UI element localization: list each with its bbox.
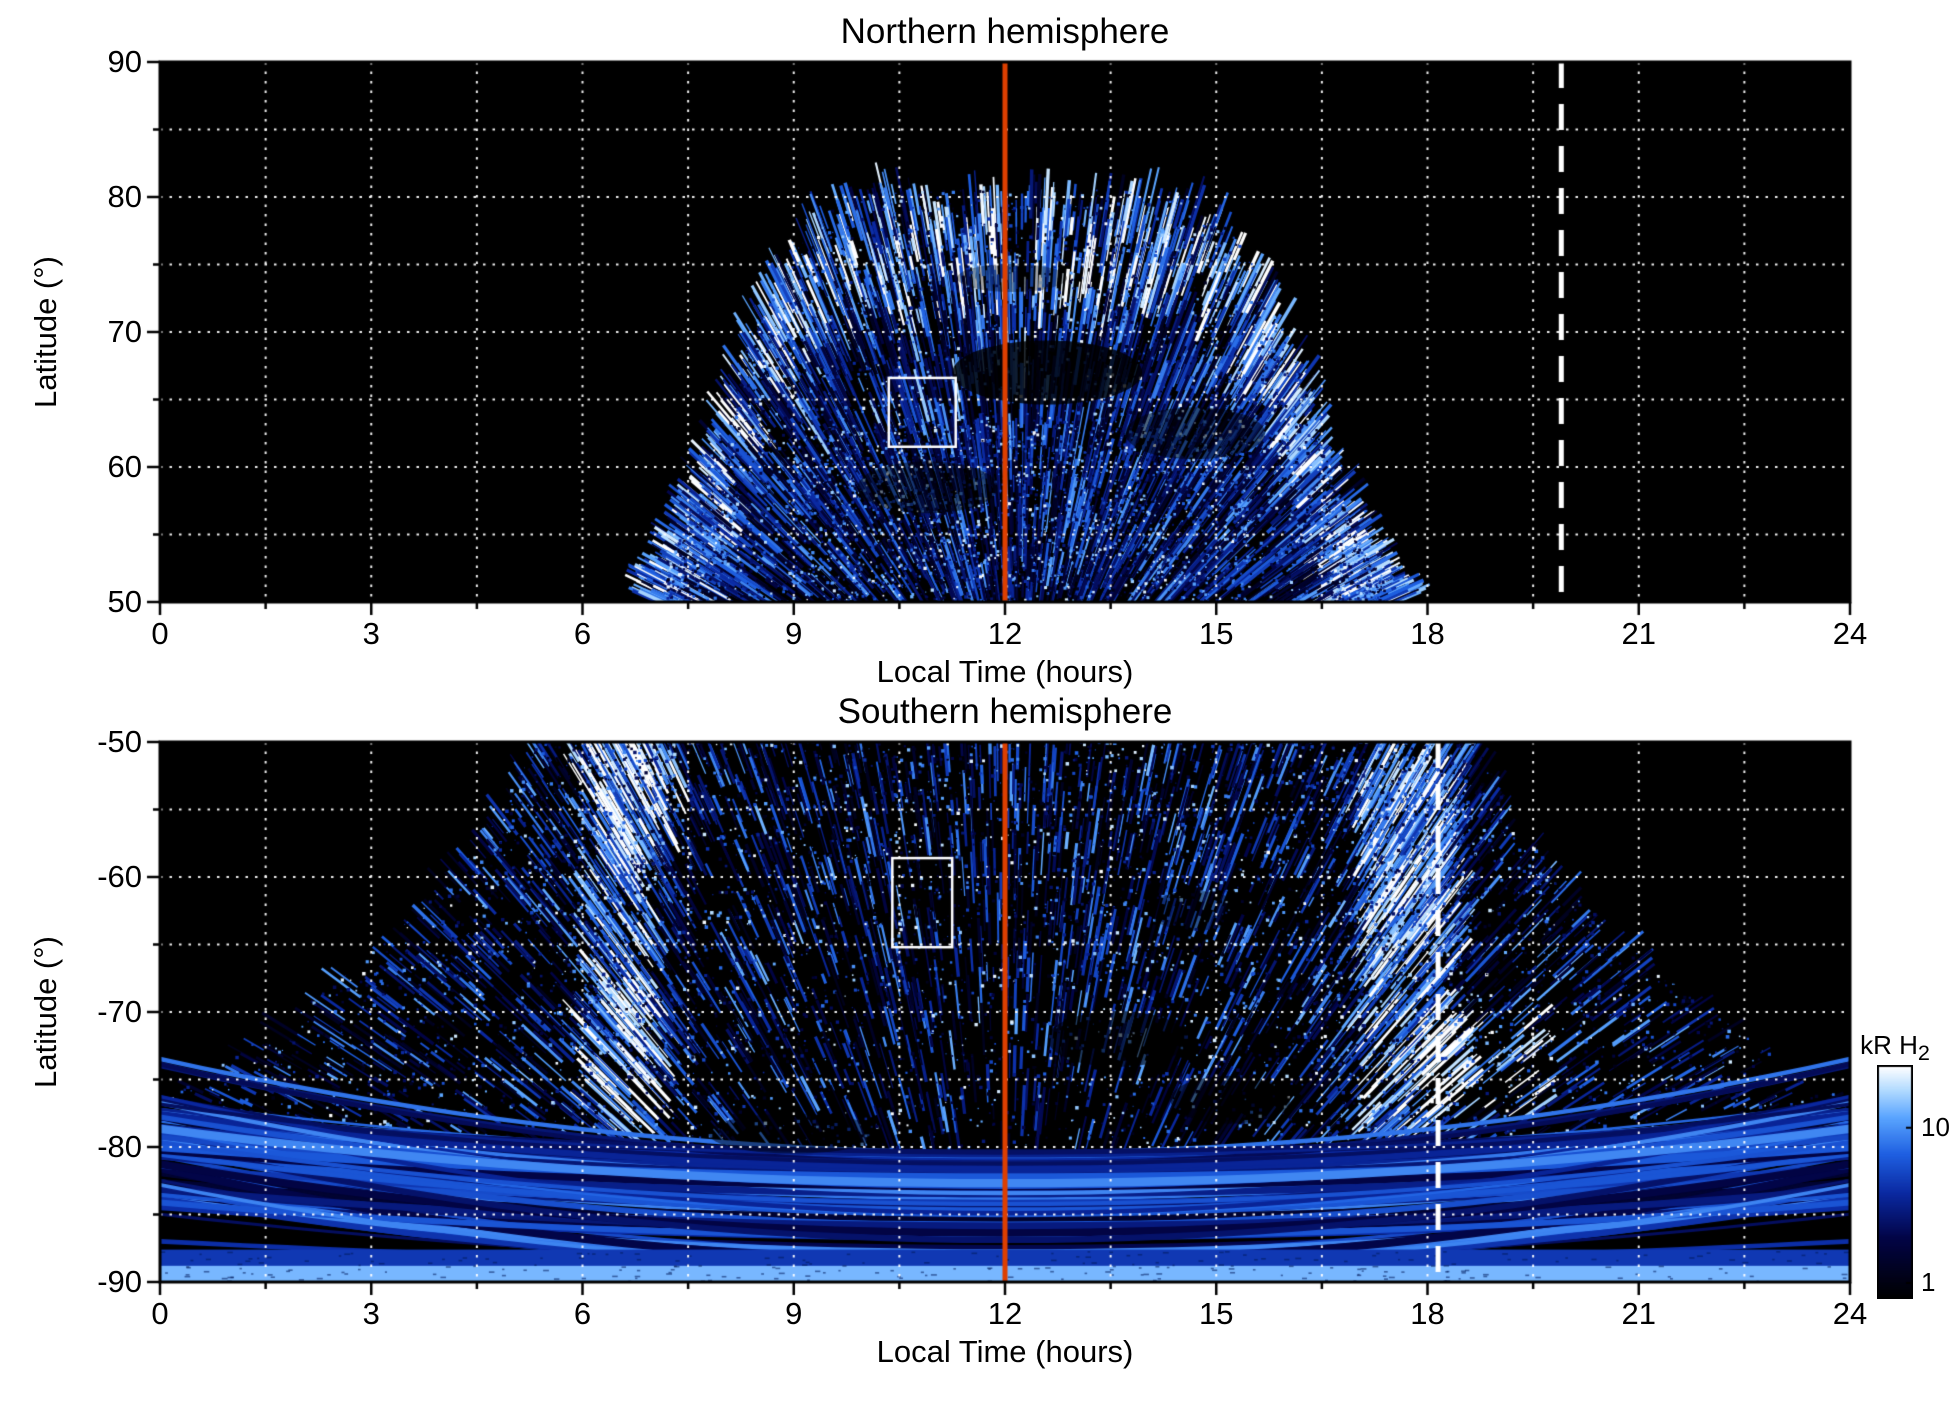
- x-tick-label: 18: [1410, 616, 1445, 651]
- y-tick-label: 70: [107, 314, 142, 349]
- y-tick-label: -50: [97, 724, 142, 759]
- x-tick-label: 3: [362, 1296, 380, 1331]
- y-tick-label: -70: [97, 994, 142, 1029]
- y-tick-label: -90: [97, 1264, 142, 1299]
- x-axis-label: Local Time (hours): [876, 654, 1134, 689]
- heatmap-canvas-north: [144, 46, 1866, 618]
- x-tick-label: 6: [573, 616, 592, 651]
- panel-title: Northern hemisphere: [840, 12, 1170, 51]
- x-tick-label: 21: [1621, 616, 1656, 651]
- heatmap-canvas-south: [144, 726, 1866, 1298]
- x-tick-label: 12: [987, 616, 1023, 651]
- colorbar-tick-label: 1: [1921, 1266, 1936, 1297]
- x-tick-label: 9: [785, 616, 803, 651]
- panel-title: Southern hemisphere: [837, 692, 1173, 731]
- colorbar-label-subscript: 2: [1917, 1040, 1930, 1066]
- y-tick-label: -80: [97, 1129, 142, 1164]
- x-tick-label: 12: [987, 1296, 1023, 1331]
- colorbar-label: kR H2: [1844, 1030, 1946, 1066]
- x-tick-label: 18: [1410, 1296, 1445, 1331]
- x-tick-label: 15: [1199, 616, 1234, 651]
- colorbar-gradient: [1877, 1065, 1913, 1299]
- x-tick-label: 0: [151, 1296, 169, 1331]
- x-tick-label: 0: [151, 616, 169, 651]
- x-tick-label: 24: [1832, 616, 1868, 651]
- x-tick-label: 21: [1621, 1296, 1656, 1331]
- y-tick-label: 80: [107, 179, 142, 214]
- x-tick-label: 6: [573, 1296, 592, 1331]
- y-tick-label: 60: [107, 449, 142, 484]
- colorbar-tick-label: 10: [1921, 1111, 1950, 1142]
- x-tick-label: 9: [785, 1296, 803, 1331]
- x-tick-label: 15: [1199, 1296, 1234, 1331]
- y-tick-label: 90: [107, 44, 142, 79]
- x-axis-label: Local Time (hours): [876, 1334, 1134, 1369]
- colorbar-label-text: kR H: [1860, 1030, 1918, 1060]
- x-tick-label: 24: [1832, 1296, 1868, 1331]
- y-tick-label: 50: [107, 584, 142, 619]
- y-tick-label: -60: [97, 859, 142, 894]
- x-tick-label: 3: [362, 616, 380, 651]
